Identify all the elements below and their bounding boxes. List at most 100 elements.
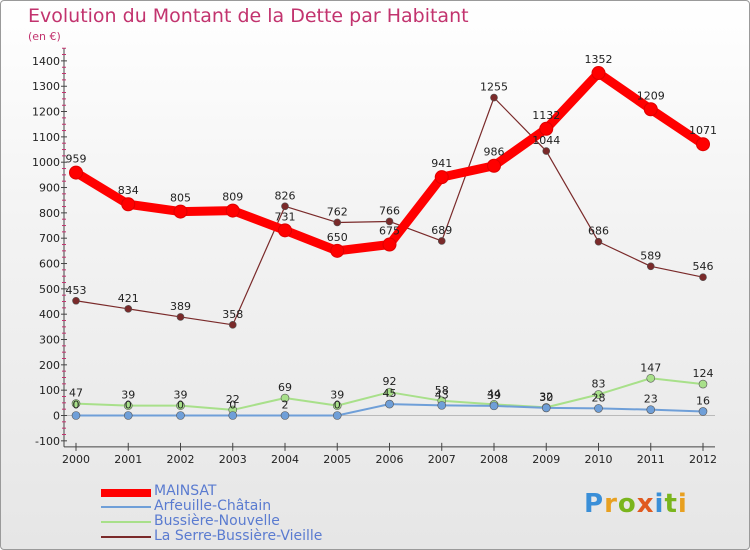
data-point-3: [124, 305, 133, 313]
y-tick-label: 1100: [32, 131, 60, 144]
data-point-0: [225, 203, 240, 218]
data-label-3: 589: [640, 249, 661, 262]
data-point-1: [698, 407, 708, 416]
data-point-1: [541, 403, 551, 413]
x-tick-label: 2002: [167, 453, 195, 466]
data-point-2: [176, 401, 185, 410]
legend-swatch-mainsat: [101, 489, 151, 497]
data-label-0: 834: [118, 184, 139, 197]
data-point-2: [332, 401, 342, 410]
x-tick-label: 2010: [585, 453, 613, 466]
data-label-3: 453: [66, 284, 87, 297]
data-labels: 453 421 389 358 826 762 766 689 1255 1044 686 589 54…: [66, 53, 718, 411]
axes: -100010020030040050060070080090010001100…: [32, 47, 717, 466]
data-point-3: [72, 296, 80, 305]
y-tick-label: 1400: [32, 55, 60, 68]
x-tick-label: 2000: [62, 453, 90, 466]
y-tick-label: 600: [39, 258, 60, 271]
data-point-3: [437, 237, 446, 245]
x-tick-label: 2007: [428, 453, 456, 466]
data-label-0: 1209: [637, 89, 665, 102]
data-point-2: [646, 373, 656, 383]
data-label-3: 389: [170, 300, 191, 313]
data-point-2: [594, 390, 603, 399]
y-tick-label: 700: [39, 232, 60, 245]
data-point-1: [228, 411, 238, 420]
data-point-3: [646, 262, 655, 271]
y-tick-label: 1300: [32, 80, 60, 93]
data-label-1: 45: [383, 387, 397, 400]
logo-letter: P: [584, 489, 605, 519]
y-tick-label: 0: [53, 410, 60, 423]
data-point-3: [333, 218, 342, 227]
data-label-2: 58: [435, 384, 449, 397]
data-label-1: 0: [177, 399, 184, 412]
x-tick-label: 2008: [480, 453, 508, 466]
data-label-2: 147: [640, 361, 661, 374]
y-tick-label: 1200: [32, 106, 60, 119]
data-point-0: [487, 158, 501, 173]
data-label-0: 731: [275, 210, 296, 223]
x-tick-label: 2012: [689, 453, 717, 466]
data-point-3: [542, 147, 551, 155]
data-label-0: 986: [484, 146, 505, 159]
data-point-3: [699, 273, 707, 281]
data-label-3: 686: [588, 225, 609, 238]
data-label-3: 1255: [480, 81, 508, 94]
data-label-3: 826: [275, 189, 296, 202]
x-tick-label: 2006: [376, 453, 404, 466]
logo-letter: i: [677, 489, 688, 519]
y-tick-label: 300: [39, 334, 60, 347]
y-tick-label: 900: [39, 182, 60, 195]
data-point-1: [280, 411, 290, 420]
y-tick-label: 500: [39, 283, 60, 296]
data-label-1: 0: [229, 399, 236, 412]
data-label-3: 689: [431, 224, 452, 237]
data-point-0: [382, 237, 397, 252]
data-point-2: [71, 399, 81, 408]
data-point-0: [539, 121, 554, 136]
data-point-2: [698, 379, 708, 389]
data-point-2: [280, 393, 290, 403]
data-label-3: 762: [327, 205, 348, 218]
legend-label-bussiere: Bussière-Nouvelle: [154, 513, 280, 529]
logo-letter: x: [636, 489, 655, 519]
data-label-0: 1132: [532, 109, 560, 122]
x-tick-label: 2005: [323, 453, 351, 466]
data-point-1: [646, 405, 656, 414]
data-label-1: 43: [435, 388, 449, 401]
y-tick-label: 100: [39, 384, 60, 397]
data-point-0: [434, 170, 449, 185]
legend-label-arfeuille: Arfeuille-Châtain: [154, 498, 272, 514]
data-label-0: 809: [222, 191, 243, 204]
data-label-0: 675: [379, 225, 400, 238]
data-label-0: 941: [431, 157, 452, 170]
data-point-3: [228, 321, 237, 329]
data-point-0: [591, 66, 606, 81]
data-label-1: 23: [644, 393, 658, 406]
data-label-2: 69: [278, 381, 292, 394]
data-label-0: 650: [327, 231, 348, 244]
data-point-3: [594, 237, 603, 246]
data-point-0: [69, 165, 83, 180]
data-label-2: 92: [383, 375, 397, 388]
data-point-2: [123, 401, 133, 410]
logo-letter: r: [604, 489, 618, 519]
data-point-1: [594, 404, 603, 413]
data-label-1: 0: [125, 399, 132, 412]
data-label-2: 39: [174, 389, 188, 402]
data-label-1: 16: [696, 394, 710, 407]
chart-title: Evolution du Montant de la Dette par Hab…: [28, 5, 469, 27]
data-point-3: [281, 202, 289, 211]
proxiti-logo: Proxiti: [584, 489, 688, 519]
chart-subtitle: (en €): [28, 30, 61, 43]
data-point-1: [71, 411, 81, 420]
data-label-3: 421: [118, 292, 139, 305]
data-point-0: [330, 243, 345, 258]
data-point-3: [490, 93, 498, 102]
data-label-2: 39: [330, 389, 344, 402]
y-tick-label: 200: [39, 359, 60, 372]
data-point-1: [123, 411, 133, 420]
y-tick-label: 1000: [32, 156, 60, 169]
data-point-0: [121, 197, 136, 212]
